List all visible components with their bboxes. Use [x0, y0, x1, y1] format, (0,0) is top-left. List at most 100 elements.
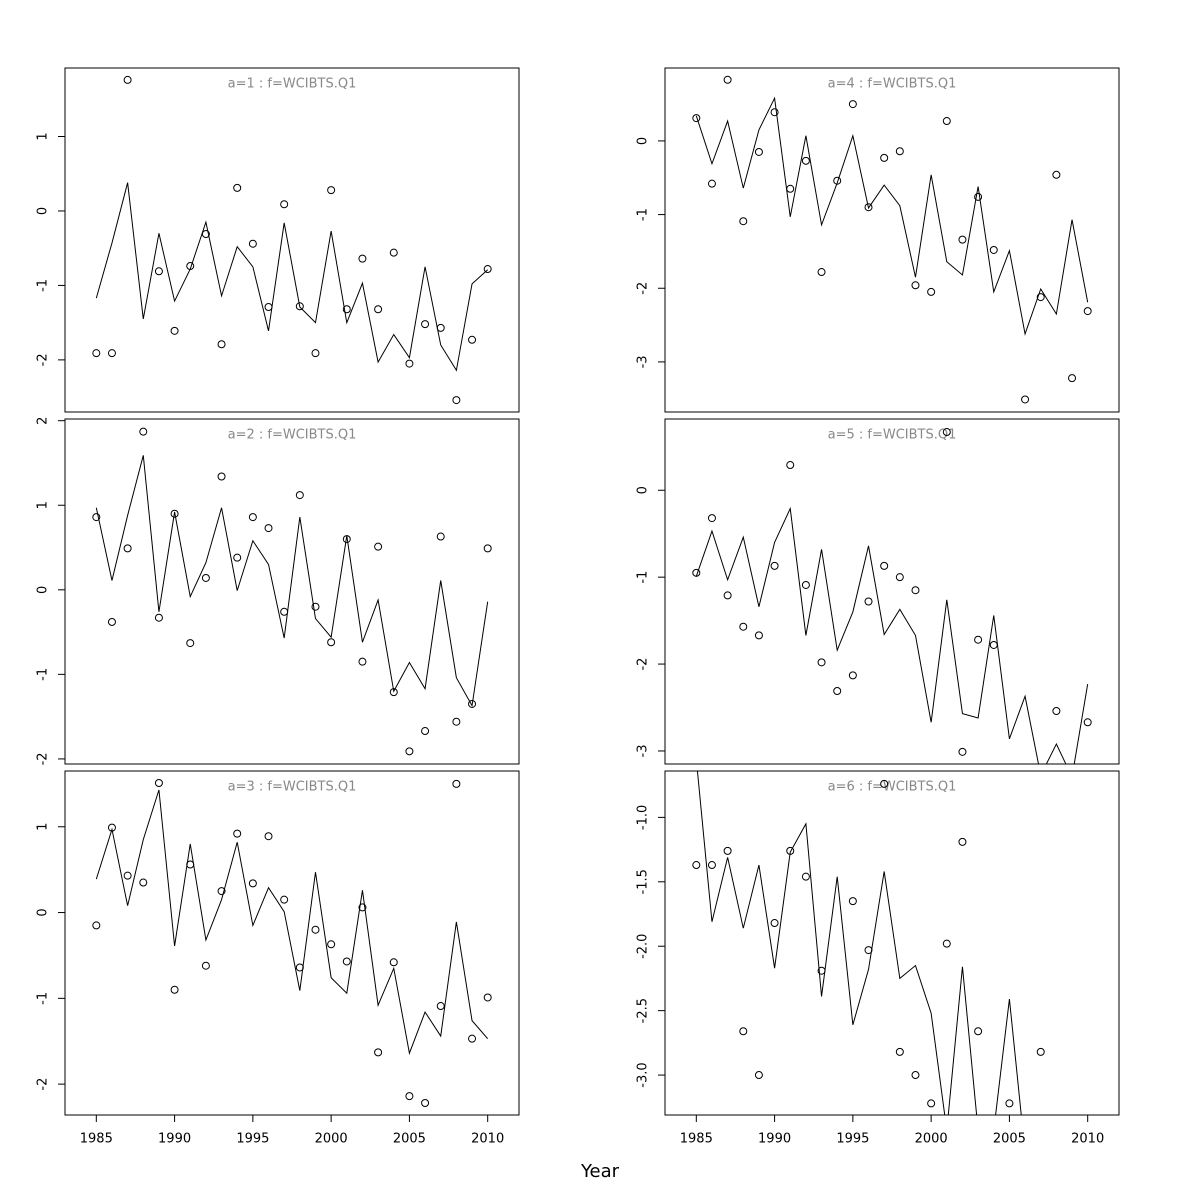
panel-frame: [664, 418, 1120, 765]
y-tick-label: -2: [36, 752, 51, 765]
y-tick-label: 1: [36, 501, 51, 509]
y-tick-label: 0: [636, 137, 651, 145]
observed-point: [958, 837, 967, 846]
observed-point: [483, 265, 492, 274]
observed-point: [770, 108, 779, 117]
observed-point: [327, 186, 336, 195]
observed-point: [342, 535, 351, 544]
observed-point: [217, 340, 226, 349]
observed-point: [217, 472, 226, 481]
panel-title: a=1 : f=WCIBTS.Q1: [228, 77, 357, 92]
observed-point: [186, 262, 195, 271]
panel-frame: [64, 418, 520, 765]
panel-title: a=2 : f=WCIBTS.Q1: [228, 428, 357, 443]
observed-point: [248, 879, 257, 888]
observed-point: [374, 305, 383, 314]
observed-point: [139, 427, 148, 436]
plot-area: [92, 779, 492, 1107]
y-tick-label: 1: [36, 823, 51, 831]
observed-point: [895, 1047, 904, 1056]
observed-point: [327, 940, 336, 949]
observed-point: [880, 153, 889, 162]
observed-point: [483, 544, 492, 553]
observed-point: [833, 176, 842, 185]
fitted-line: [95, 789, 489, 1056]
observed-point: [942, 939, 951, 948]
observed-point: [911, 586, 920, 595]
x-tick-label: 2000: [915, 1132, 948, 1147]
observed-point: [754, 1071, 763, 1080]
observed-point: [421, 727, 430, 736]
observed-point: [468, 1034, 477, 1043]
observed-point: [170, 985, 179, 994]
observed-point: [911, 281, 920, 290]
fitted-line: [695, 506, 1089, 764]
x-tick-label: 1995: [236, 1132, 269, 1147]
observed-point: [358, 903, 367, 912]
observed-point: [280, 200, 289, 209]
observed-point: [170, 326, 179, 335]
panel-frame: [64, 770, 520, 1116]
y-tick-label: -1: [36, 279, 51, 292]
x-tick-label: 1985: [680, 1132, 713, 1147]
observed-point: [154, 779, 163, 788]
observed-point: [264, 524, 273, 533]
observed-point: [92, 513, 101, 522]
observed-point: [817, 658, 826, 667]
y-tick-label: -2: [36, 1078, 51, 1091]
observed-point: [880, 561, 889, 570]
observed-point: [405, 1092, 414, 1101]
x-tick-label: 2000: [315, 1132, 348, 1147]
observed-point: [217, 887, 226, 896]
observed-point: [201, 573, 210, 582]
observed-point: [342, 957, 351, 966]
plot-area: [692, 428, 1092, 764]
observed-point: [280, 895, 289, 904]
observed-point: [864, 597, 873, 606]
observed-point: [864, 203, 873, 212]
observed-point: [723, 591, 732, 600]
x-axis-label: Year: [580, 1161, 620, 1182]
y-tick-label: 2: [36, 417, 51, 425]
observed-point: [295, 963, 304, 972]
y-tick-label: -2.5: [636, 998, 651, 1023]
observed-point: [295, 491, 304, 500]
observed-point: [786, 184, 795, 193]
observed-point: [468, 699, 477, 708]
plot-area: [692, 771, 1045, 1115]
y-tick-label: 1: [36, 132, 51, 140]
x-tick-label: 1990: [158, 1132, 191, 1147]
panel-frame: [664, 770, 1120, 1116]
observed-point: [880, 779, 889, 788]
observed-point: [1005, 1099, 1014, 1108]
panel-frame: [664, 67, 1120, 413]
y-tick-label: -2: [36, 353, 51, 366]
observed-point: [817, 268, 826, 277]
observed-point: [848, 897, 857, 906]
observed-point: [327, 638, 336, 647]
observed-point: [692, 114, 701, 123]
observed-point: [264, 832, 273, 841]
panel-title: a=4 : f=WCIBTS.Q1: [828, 77, 957, 92]
observed-point: [1083, 718, 1092, 727]
observed-point: [817, 966, 826, 975]
x-tick-label: 2010: [1071, 1132, 1104, 1147]
observed-point: [186, 639, 195, 648]
y-tick-label: 0: [636, 486, 651, 494]
observed-point: [958, 747, 967, 756]
observed-point: [1021, 395, 1030, 404]
y-tick-label: -2: [636, 282, 651, 295]
observed-point: [389, 958, 398, 967]
y-tick-label: 0: [36, 586, 51, 594]
observed-point: [1052, 706, 1061, 715]
y-tick-label: -1: [636, 208, 651, 221]
observed-point: [770, 919, 779, 928]
observed-point: [389, 248, 398, 257]
observed-point: [311, 925, 320, 934]
y-tick-label: 0: [36, 908, 51, 916]
plot-area: [92, 427, 492, 756]
observed-point: [911, 1071, 920, 1080]
observed-point: [201, 230, 210, 239]
observed-point: [1052, 170, 1061, 179]
fitted-line: [696, 771, 1022, 1115]
